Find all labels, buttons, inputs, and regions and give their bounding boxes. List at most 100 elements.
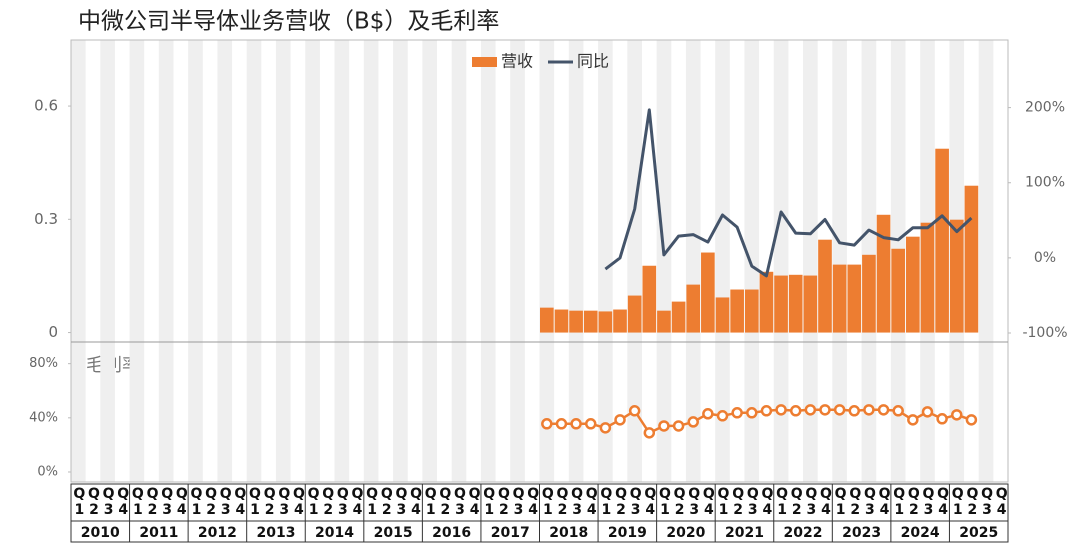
year-label: 2024: [901, 525, 940, 541]
stripe: [71, 40, 86, 482]
marker: [716, 410, 729, 422]
stripe: [627, 40, 642, 482]
x-tick-label: Q1: [129, 486, 146, 518]
marker: [541, 418, 553, 430]
bar: [774, 275, 788, 333]
year-label: 2020: [666, 525, 705, 541]
x-tick-label: Q2: [495, 486, 512, 518]
marker: [848, 405, 861, 417]
marker: [584, 418, 597, 430]
stripe: [363, 40, 379, 482]
marker: [760, 405, 773, 417]
marker: [951, 409, 963, 421]
marker: [833, 404, 846, 416]
year-label: 2010: [81, 525, 120, 541]
bar: [554, 309, 569, 333]
marker: [863, 404, 875, 416]
stripe: [715, 40, 730, 482]
bar: [876, 214, 891, 333]
x-tick-label: Q1: [949, 486, 966, 518]
year-label: 2025: [959, 525, 998, 541]
year-label: 2011: [139, 525, 178, 541]
marker: [570, 418, 582, 430]
x-tick-label: Q2: [788, 486, 805, 518]
marker: [892, 405, 904, 417]
x-tick-label: Q2: [203, 486, 220, 518]
stripe: [685, 40, 701, 482]
x-tick-label: Q2: [730, 486, 747, 518]
marker: [643, 427, 656, 439]
x-tick-label: Q2: [437, 486, 454, 518]
x-tick-label: Q4: [408, 486, 425, 518]
year-label: 2023: [842, 525, 881, 541]
stripe: [334, 40, 350, 482]
x-tick-label: Q2: [261, 486, 278, 518]
stripe: [100, 40, 115, 482]
x-tick-label: Q1: [71, 486, 88, 518]
y2-tick-label: -100%: [1022, 325, 1067, 341]
legend-swatch: [472, 57, 497, 67]
x-tick-label: Q2: [964, 486, 981, 518]
bar: [759, 271, 774, 333]
bar: [642, 265, 657, 333]
y2-tick-label: 200%: [1025, 100, 1065, 116]
x-tick-label: Q3: [920, 486, 937, 518]
stripe: [744, 40, 760, 482]
y-tick-label: 40%: [29, 410, 58, 425]
stripe: [568, 40, 584, 482]
x-tick-label: Q1: [774, 486, 791, 518]
marker: [965, 414, 978, 426]
stripe: [451, 40, 467, 482]
bar: [803, 275, 818, 333]
x-tick-label: Q1: [247, 486, 263, 518]
x-tick-label: Q3: [334, 486, 351, 518]
marker: [921, 406, 934, 418]
marker: [936, 413, 948, 425]
bar: [613, 309, 627, 333]
stripe: [422, 40, 438, 482]
stripe: [305, 40, 320, 482]
stripe: [480, 40, 496, 482]
x-tick-label: Q2: [554, 486, 571, 518]
x-tick-label: Q2: [613, 486, 630, 518]
y-tick-label: 80%: [29, 356, 58, 371]
bar: [730, 289, 744, 333]
x-tick-label: Q1: [188, 486, 205, 518]
stripe: [978, 40, 994, 482]
bar: [949, 219, 964, 333]
year-label: 2019: [608, 525, 647, 541]
stripe: [158, 40, 174, 482]
y-tick-label: 0.3: [34, 210, 58, 228]
x-tick-label: Q4: [349, 486, 366, 518]
x-tick-label: Q2: [671, 486, 688, 518]
x-tick-label: Q4: [935, 486, 952, 518]
x-tick-label: Q2: [847, 486, 864, 518]
x-tick-label: Q3: [510, 486, 527, 518]
bar: [686, 284, 701, 333]
x-tick-label: Q4: [232, 486, 249, 518]
x-tick-label: Q4: [817, 486, 834, 518]
x-tick-label: Q2: [144, 486, 161, 518]
x-tick-label: Q2: [85, 486, 102, 518]
year-label: 2016: [432, 525, 471, 541]
stripe: [803, 40, 818, 482]
y-tick-label: 0.6: [34, 97, 58, 115]
marker: [658, 420, 670, 432]
x-tick-label: Q4: [759, 486, 776, 518]
stripe: [275, 40, 291, 482]
x-tick-label: Q3: [744, 486, 761, 518]
bar: [657, 310, 671, 333]
x-tick-label: Q1: [539, 486, 556, 518]
year-label: 2014: [315, 525, 354, 541]
bar: [569, 310, 583, 333]
marker: [614, 414, 626, 426]
bar: [847, 264, 862, 333]
year-label: 2012: [198, 525, 237, 541]
x-tick-label: Q3: [627, 486, 644, 518]
y2-tick-label: 100%: [1025, 175, 1065, 191]
x-tick-label: Q4: [115, 486, 132, 518]
marker: [555, 418, 568, 430]
bar: [891, 248, 906, 333]
marker: [599, 422, 612, 434]
bar: [935, 148, 949, 333]
